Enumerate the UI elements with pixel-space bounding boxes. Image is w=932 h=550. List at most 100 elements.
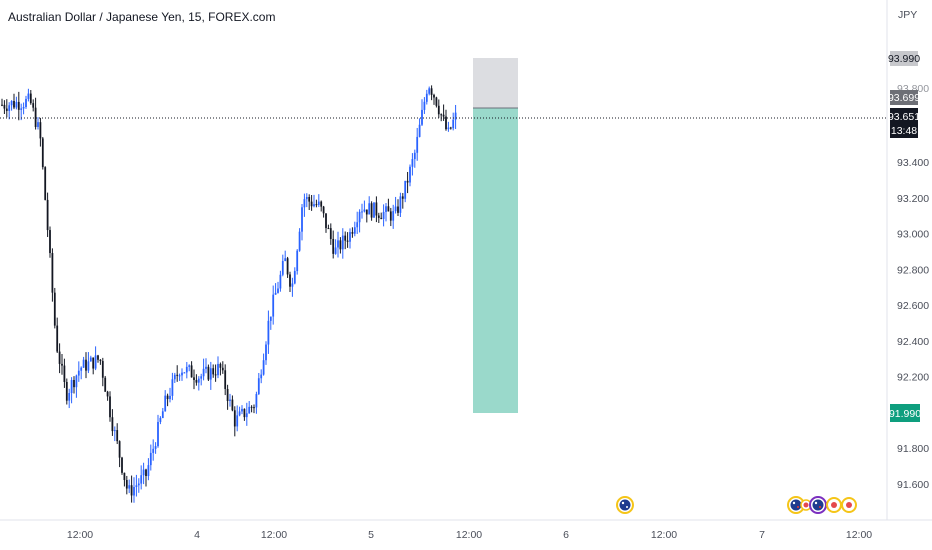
candle-body bbox=[308, 197, 311, 202]
candle-body bbox=[176, 374, 179, 376]
candle-body bbox=[260, 374, 263, 379]
candle-body bbox=[51, 253, 54, 293]
candle-body bbox=[205, 366, 207, 369]
candle-body bbox=[65, 381, 68, 401]
candle-body bbox=[265, 344, 267, 361]
candle-body bbox=[332, 238, 335, 254]
candle-body bbox=[325, 213, 327, 229]
candle-body bbox=[269, 316, 272, 321]
candle-body bbox=[97, 355, 99, 360]
candle-body bbox=[452, 119, 455, 129]
candle-body bbox=[44, 167, 47, 200]
candle-body bbox=[39, 122, 42, 139]
candle-body bbox=[430, 88, 433, 95]
price-tick-label: 91.600 bbox=[897, 479, 929, 491]
candle-body bbox=[27, 93, 30, 99]
time-tick-label: 12:00 bbox=[456, 529, 482, 541]
candle-body bbox=[279, 274, 282, 289]
candle-body bbox=[425, 93, 428, 102]
candle-body bbox=[313, 204, 315, 207]
candle-body bbox=[32, 103, 35, 108]
candle-body bbox=[368, 203, 371, 215]
last-price-text: 93.651 bbox=[888, 111, 920, 123]
candle-body bbox=[197, 378, 200, 383]
candle-body bbox=[389, 211, 392, 221]
candle-body bbox=[229, 399, 231, 401]
candle-body bbox=[70, 380, 73, 394]
time-scale[interactable]: 12:00 4 12:00 5 12:00 6 12:00 7 12:00 bbox=[67, 529, 872, 541]
candle-body bbox=[10, 100, 13, 106]
candle-body bbox=[440, 114, 443, 116]
candle-body bbox=[80, 367, 83, 371]
australia-flag-icon[interactable] bbox=[616, 496, 634, 514]
candle-body bbox=[257, 378, 260, 395]
time-tick-label: 4 bbox=[194, 529, 200, 541]
candle-body bbox=[133, 487, 135, 496]
candle-body bbox=[49, 230, 51, 254]
candle-body bbox=[320, 201, 323, 207]
price-scale[interactable]: 93.400 93.200 93.000 92.800 92.600 92.400 92.2… bbox=[897, 157, 929, 491]
candle-body bbox=[399, 196, 402, 213]
stop-price-text: 91.990 bbox=[889, 408, 921, 420]
candle-body bbox=[363, 209, 366, 212]
candle-body bbox=[231, 399, 234, 411]
candle-body bbox=[296, 250, 299, 272]
candle-body bbox=[303, 199, 306, 208]
candle-body bbox=[329, 228, 332, 239]
candle-body bbox=[15, 101, 18, 108]
candle-body bbox=[154, 446, 157, 449]
candle-body bbox=[99, 359, 102, 362]
position-stop-zone[interactable] bbox=[473, 108, 518, 413]
candle-body bbox=[404, 180, 407, 199]
candle-body bbox=[106, 391, 109, 397]
candle-body bbox=[63, 365, 66, 382]
candle-body bbox=[361, 211, 363, 213]
price-tick-label: 93.200 bbox=[897, 193, 929, 205]
candle-body bbox=[337, 240, 339, 248]
candle-body bbox=[188, 365, 191, 367]
australia-flag-icon[interactable] bbox=[787, 496, 805, 514]
candle-body bbox=[281, 261, 284, 275]
candle-body bbox=[356, 222, 359, 228]
candle-body bbox=[164, 395, 167, 412]
candle-body bbox=[8, 105, 11, 111]
candle-body bbox=[207, 366, 210, 380]
candle-body bbox=[437, 105, 440, 115]
candle-body bbox=[317, 201, 320, 205]
candle-body bbox=[61, 363, 63, 366]
candle-body bbox=[118, 441, 121, 458]
candle-body bbox=[92, 357, 95, 369]
candle-body bbox=[149, 452, 152, 466]
economic-events[interactable] bbox=[616, 496, 857, 514]
candle-body bbox=[135, 485, 138, 488]
candle-body bbox=[41, 138, 44, 168]
candle-body bbox=[111, 417, 114, 432]
candle-body bbox=[58, 351, 61, 364]
candle-body bbox=[238, 411, 241, 416]
australia-flag-icon[interactable] bbox=[809, 496, 827, 514]
target-price-text: 93.990 bbox=[888, 53, 920, 65]
event-dot-icon[interactable] bbox=[841, 497, 857, 513]
position-target-zone[interactable] bbox=[473, 58, 518, 108]
candle-body bbox=[423, 101, 426, 110]
currency-label: JPY bbox=[898, 9, 917, 21]
candle-body bbox=[3, 104, 6, 109]
candle-body bbox=[298, 231, 301, 251]
candle-body bbox=[34, 107, 37, 127]
event-dot-icon[interactable] bbox=[826, 497, 842, 513]
candle-body bbox=[382, 211, 385, 219]
candle-body bbox=[77, 370, 80, 376]
candle-body bbox=[322, 206, 325, 214]
stop-price-badge: 91.990 bbox=[889, 404, 921, 422]
candle-body bbox=[89, 357, 92, 362]
candle-body bbox=[190, 365, 193, 378]
time-tick-label: 12:00 bbox=[67, 529, 93, 541]
candle-body bbox=[277, 288, 279, 293]
candle-body bbox=[142, 469, 145, 476]
candle-body bbox=[421, 109, 423, 125]
candle-body bbox=[147, 465, 150, 477]
candle-body bbox=[56, 325, 59, 352]
candle-body bbox=[267, 320, 270, 345]
candle-body bbox=[5, 108, 8, 111]
